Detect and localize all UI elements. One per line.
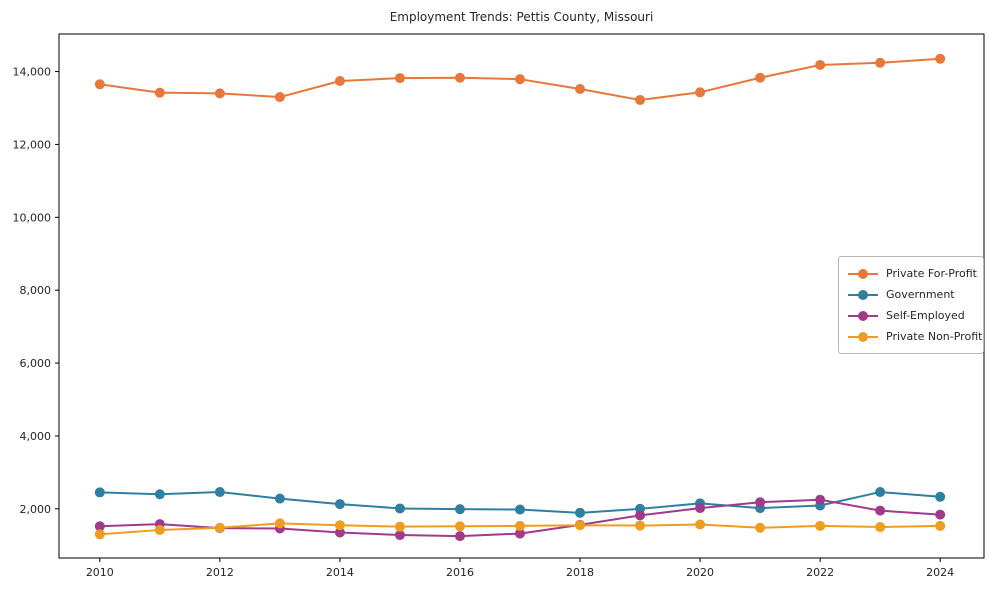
data-point-marker bbox=[695, 503, 706, 514]
data-point-marker bbox=[334, 527, 345, 538]
x-tick-label: 2020 bbox=[686, 566, 714, 579]
data-point-marker bbox=[94, 79, 105, 90]
data-point-marker bbox=[334, 499, 345, 510]
data-point-marker bbox=[515, 504, 525, 515]
data-point-marker bbox=[635, 94, 646, 105]
data-point-marker bbox=[635, 510, 646, 521]
legend-label: Government bbox=[886, 288, 955, 301]
data-point-marker bbox=[274, 92, 285, 103]
data-point-marker bbox=[575, 520, 586, 531]
data-point-marker bbox=[394, 73, 405, 84]
data-point-marker bbox=[515, 74, 525, 85]
legend-item: Private For-Profit bbox=[847, 263, 977, 284]
y-tick-label: 4,000 bbox=[20, 430, 52, 443]
chart-title: Employment Trends: Pettis County, Missou… bbox=[389, 10, 654, 24]
y-tick-label: 14,000 bbox=[13, 66, 52, 79]
legend-marker-private-for-profit bbox=[848, 268, 878, 279]
data-point-marker bbox=[935, 53, 946, 64]
legend-item: Private Non-Profit bbox=[847, 326, 982, 347]
x-tick-label: 2024 bbox=[926, 566, 954, 579]
data-point-marker bbox=[394, 503, 405, 514]
data-point-marker bbox=[454, 521, 465, 532]
data-point-marker bbox=[935, 520, 946, 531]
y-tick-label: 12,000 bbox=[13, 138, 52, 151]
data-point-marker bbox=[755, 522, 766, 533]
legend-item: Self-Employed bbox=[847, 305, 975, 326]
legend-label: Private Non-Profit bbox=[886, 330, 983, 343]
x-tick-label: 2010 bbox=[86, 566, 114, 579]
x-tick-label: 2016 bbox=[446, 566, 474, 579]
data-point-marker bbox=[154, 489, 165, 500]
data-point-marker bbox=[94, 487, 105, 498]
data-point-marker bbox=[695, 519, 706, 530]
legend-item: Government bbox=[847, 284, 975, 305]
y-tick-label: 8,000 bbox=[20, 284, 52, 297]
data-point-marker bbox=[875, 57, 886, 68]
data-point-marker bbox=[394, 530, 405, 541]
x-tick-label: 2012 bbox=[206, 566, 234, 579]
data-point-marker bbox=[515, 528, 525, 539]
data-point-marker bbox=[454, 504, 465, 515]
legend-marker-private-non-profit bbox=[848, 331, 878, 342]
y-tick-label: 6,000 bbox=[20, 357, 52, 370]
data-point-marker bbox=[815, 59, 826, 70]
data-point-marker bbox=[875, 487, 886, 498]
data-point-marker bbox=[755, 72, 766, 83]
data-point-marker bbox=[755, 497, 766, 508]
x-tick-label: 2014 bbox=[326, 566, 354, 579]
data-point-marker bbox=[695, 87, 706, 98]
legend-label: Private For-Profit bbox=[886, 267, 977, 280]
data-point-marker bbox=[575, 507, 586, 518]
data-point-marker bbox=[214, 88, 225, 99]
x-tick-label: 2022 bbox=[806, 566, 834, 579]
data-point-marker bbox=[274, 518, 285, 529]
data-point-marker bbox=[154, 87, 165, 98]
data-point-marker bbox=[875, 522, 886, 533]
data-point-marker bbox=[94, 529, 105, 540]
data-point-marker bbox=[635, 520, 646, 531]
x-tick-label: 2018 bbox=[566, 566, 594, 579]
data-point-marker bbox=[454, 531, 465, 542]
data-point-marker bbox=[274, 493, 285, 504]
plot-frame bbox=[58, 33, 985, 559]
legend: Private For-Profit Government Self-Emplo… bbox=[838, 256, 984, 354]
data-point-marker bbox=[214, 487, 225, 498]
data-point-marker bbox=[454, 72, 465, 83]
data-point-marker bbox=[935, 509, 946, 520]
y-tick-label: 10,000 bbox=[13, 211, 52, 224]
data-point-marker bbox=[815, 494, 826, 505]
data-point-marker bbox=[214, 522, 225, 533]
data-point-marker bbox=[94, 521, 105, 532]
data-point-marker bbox=[875, 505, 886, 516]
data-point-marker bbox=[334, 520, 345, 531]
data-point-marker bbox=[515, 520, 525, 531]
y-tick-label: 2,000 bbox=[20, 503, 52, 516]
data-point-marker bbox=[815, 520, 826, 531]
legend-marker-self-employed bbox=[848, 310, 878, 321]
data-point-marker bbox=[394, 521, 405, 532]
data-point-marker bbox=[334, 76, 345, 87]
data-point-marker bbox=[575, 84, 586, 95]
data-point-marker bbox=[154, 524, 165, 535]
legend-label: Self-Employed bbox=[886, 309, 965, 322]
legend-marker-government bbox=[848, 289, 878, 300]
data-point-marker bbox=[935, 491, 946, 502]
